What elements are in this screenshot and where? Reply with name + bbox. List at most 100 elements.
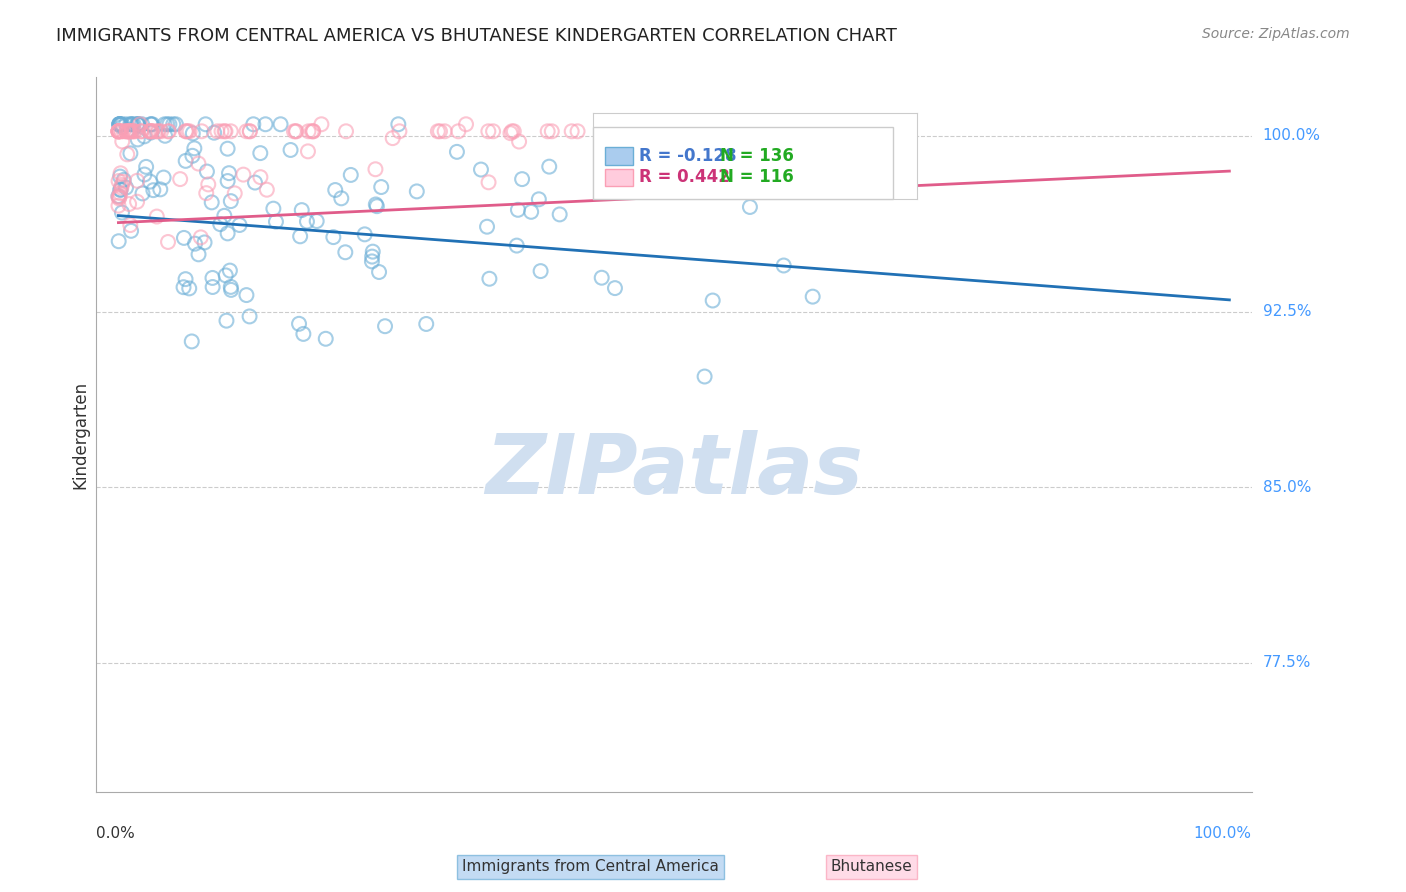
Point [108,117,131,131]
Point [197,178,219,192]
Point [323,183,346,197]
Point [270,117,292,131]
Point [174,153,197,168]
Point [302,124,325,138]
Point [239,124,262,138]
Point [224,186,246,201]
Point [527,192,550,206]
Point [447,124,470,138]
Point [283,124,305,138]
Point [297,124,319,138]
Point [702,293,724,308]
Y-axis label: Kindergarten: Kindergarten [72,381,89,489]
Point [454,117,477,131]
Point [112,124,135,138]
Point [477,124,499,138]
Point [374,319,396,334]
Point [118,197,141,211]
Point [138,124,160,138]
Point [603,281,626,295]
Point [108,189,131,203]
Point [537,124,560,138]
Point [470,162,492,177]
Text: R = -0.128: R = -0.128 [640,147,737,165]
Point [120,124,142,138]
Point [125,117,148,131]
Point [219,263,242,277]
Point [111,205,134,219]
Point [264,215,287,229]
Point [202,126,225,140]
Point [364,162,387,177]
Point [288,229,311,244]
Point [657,163,679,178]
Text: IMMIGRANTS FROM CENTRAL AMERICA VS BHUTANESE KINDERGARTEN CORRELATION CHART: IMMIGRANTS FROM CENTRAL AMERICA VS BHUTA… [56,27,897,45]
Point [361,254,384,268]
Point [673,124,696,138]
Point [157,124,180,138]
Point [538,160,561,174]
Point [842,124,865,138]
Point [232,168,254,182]
Point [477,175,499,189]
Point [520,204,543,219]
Text: R = 0.442: R = 0.442 [640,169,730,186]
Text: Immigrants from Central America: Immigrants from Central America [463,859,718,874]
Point [801,290,824,304]
Point [183,141,205,155]
Point [305,214,328,228]
Point [239,124,262,138]
Point [179,124,201,138]
Point [214,209,236,223]
Point [108,117,131,131]
Point [110,183,132,197]
Point [141,117,163,131]
Point [219,194,242,208]
Point [108,124,131,138]
Point [502,124,524,138]
Point [190,124,212,138]
Point [112,173,135,187]
Text: 92.5%: 92.5% [1263,304,1312,319]
Text: 0.0%: 0.0% [96,826,135,841]
Point [292,326,315,341]
Point [766,140,789,154]
Point [187,247,209,261]
Point [115,117,138,131]
Point [107,174,129,188]
Point [157,124,180,138]
Point [322,230,344,244]
Point [235,124,257,138]
Point [157,235,180,249]
Point [215,268,238,283]
Point [295,214,318,228]
Point [174,124,197,138]
Point [122,117,145,131]
Point [115,124,138,138]
Point [108,117,131,131]
Point [107,124,129,138]
Point [173,231,195,245]
Point [530,264,553,278]
Point [291,203,314,218]
Point [173,280,195,294]
Point [256,183,278,197]
Point [107,124,129,138]
Point [339,168,361,182]
Point [110,182,132,196]
Point [139,117,162,131]
Point [636,144,658,158]
Point [288,317,311,331]
Point [366,199,388,213]
Point [115,180,138,194]
Point [111,135,134,149]
Point [614,124,637,138]
Point [426,124,449,138]
Point [567,124,589,138]
Point [118,124,141,138]
Point [508,135,530,149]
Text: 85.0%: 85.0% [1263,480,1310,495]
Point [195,186,218,201]
Point [315,332,337,346]
Point [217,174,239,188]
